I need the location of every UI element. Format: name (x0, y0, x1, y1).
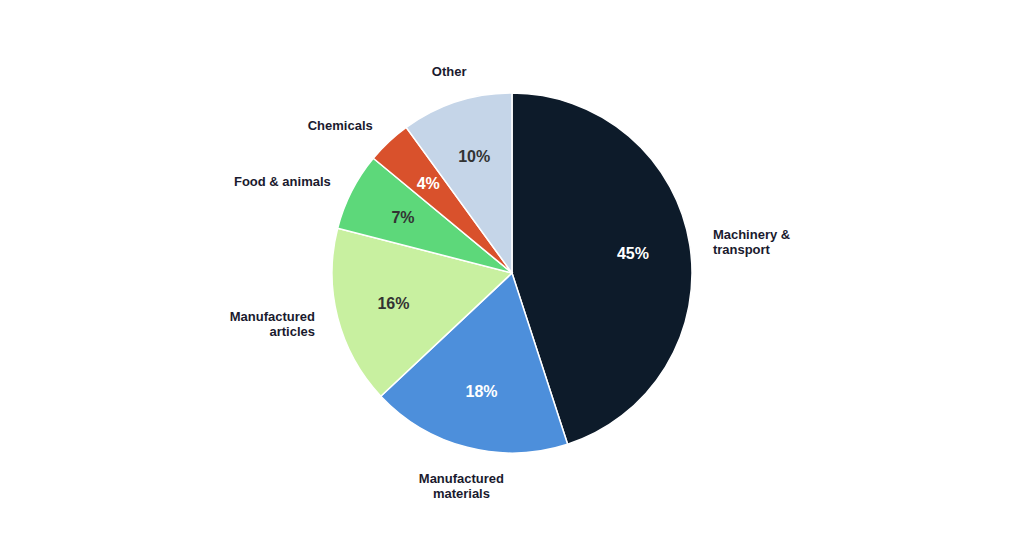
category-label: Manufacturedmaterials (419, 471, 504, 501)
category-label-line: Food & animals (234, 174, 331, 189)
category-label-line: transport (713, 242, 771, 257)
data-label: 16% (377, 295, 409, 312)
category-label-line: Manufactured (419, 471, 504, 486)
labels: 45% 18% 16% 7%4% 10% Machinery &transport Manu… (230, 64, 790, 501)
category-label-line: Machinery & (713, 227, 790, 242)
category-label: Manufacturedarticles (230, 309, 315, 339)
data-label: 4% (417, 175, 440, 192)
category-label-line: materials (433, 486, 490, 501)
category-label: Chemicals (308, 118, 373, 133)
category-label-line: Chemicals (308, 118, 373, 133)
category-label: Machinery &transport (713, 227, 790, 257)
data-label: 10% (458, 148, 490, 165)
category-label: Other (432, 64, 467, 79)
category-label: Food & animals (234, 174, 331, 189)
data-label: 18% (466, 383, 498, 400)
category-label-line: Other (432, 64, 467, 79)
pie-slice (406, 93, 512, 273)
category-label-line: Manufactured (230, 309, 315, 324)
chart: 45% 18% 16% 7%4% 10% Machinery &transport Manu… (0, 0, 1024, 538)
data-label: 45% (617, 245, 649, 262)
data-label: 7% (391, 209, 414, 226)
category-label-line: articles (269, 324, 315, 339)
pie (332, 93, 692, 453)
